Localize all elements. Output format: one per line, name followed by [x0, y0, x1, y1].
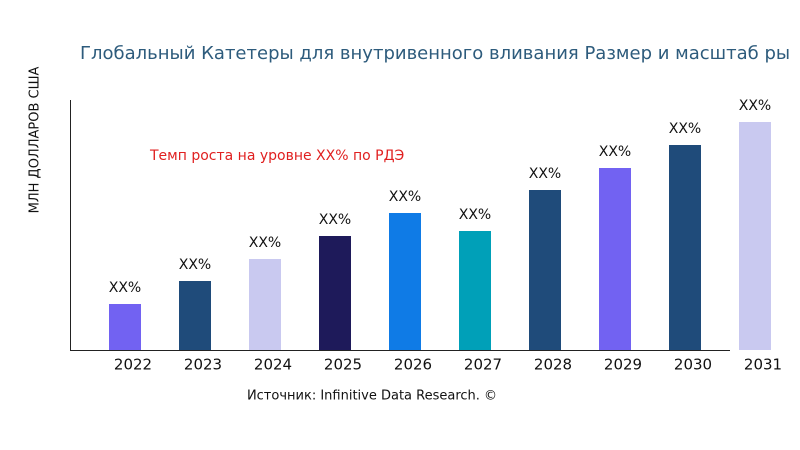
data-label: XX% — [179, 257, 211, 273]
x-tick-label: 2027 — [464, 356, 502, 374]
data-label: XX% — [669, 121, 701, 137]
x-tick-label: 2031 — [744, 356, 782, 374]
x-tick-label: 2024 — [254, 356, 292, 374]
bar — [739, 122, 771, 350]
bar — [389, 213, 421, 350]
data-label: XX% — [249, 235, 281, 251]
bar — [249, 259, 281, 350]
data-label: XX% — [389, 189, 421, 205]
bar — [319, 236, 351, 350]
x-tick-label: 2025 — [324, 356, 362, 374]
x-tick-label: 2023 — [184, 356, 222, 374]
chart-title: Глобальный Катетеры для внутривенного вл… — [80, 43, 790, 64]
bar — [599, 168, 631, 350]
x-tick-label: 2028 — [534, 356, 572, 374]
annotation: Темп роста на уровне XX% по РДЭ — [149, 148, 404, 164]
data-label: XX% — [739, 98, 771, 114]
data-label: XX% — [319, 212, 351, 228]
bar — [109, 304, 141, 350]
data-label: XX% — [459, 207, 491, 223]
data-label: XX% — [109, 280, 141, 296]
x-tick-label: 2029 — [604, 356, 642, 374]
bar — [459, 231, 491, 350]
y-axis-label: МЛН ДОЛЛАРОВ США — [28, 67, 43, 214]
bar — [669, 145, 701, 350]
x-tick-label: 2026 — [394, 356, 432, 374]
source: Источник: Infinitive Data Research. © — [247, 389, 497, 404]
x-tick-label: 2030 — [674, 356, 712, 374]
x-tick-label: 2022 — [114, 356, 152, 374]
bar — [179, 281, 211, 350]
data-label: XX% — [599, 144, 631, 160]
data-label: XX% — [529, 166, 561, 182]
bar — [529, 190, 561, 350]
